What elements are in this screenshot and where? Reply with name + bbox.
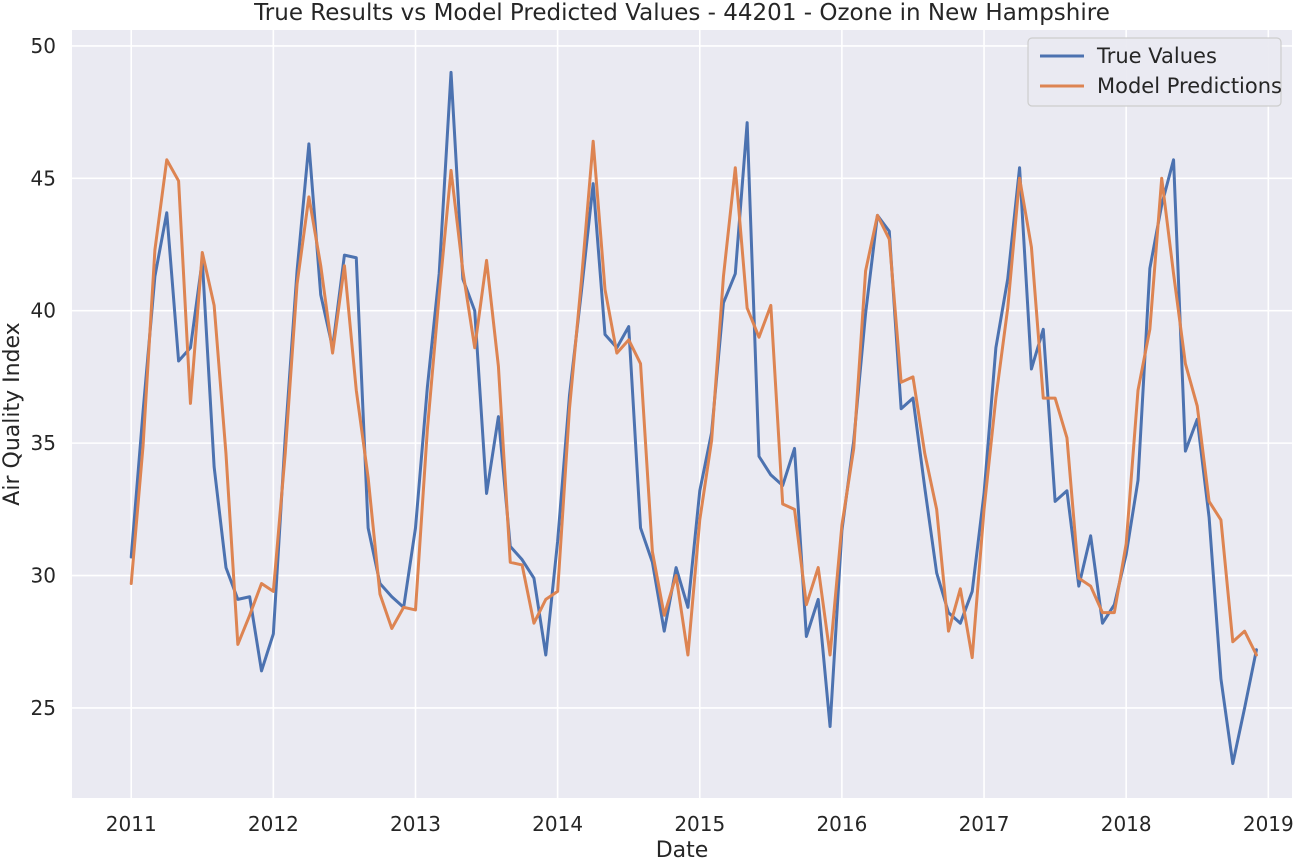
x-axis-label: Date xyxy=(656,838,709,863)
y-tick-label: 30 xyxy=(31,564,56,588)
x-tick-label: 2018 xyxy=(1101,812,1152,836)
y-tick-label: 45 xyxy=(31,166,56,190)
plot-background xyxy=(72,30,1292,798)
x-tick-label: 2011 xyxy=(106,812,157,836)
legend: True Values Model Predictions xyxy=(1027,37,1282,107)
x-tick-label: 2012 xyxy=(248,812,299,836)
x-tick-label: 2017 xyxy=(959,812,1010,836)
series-lines xyxy=(129,70,1258,766)
y-tick-label: 40 xyxy=(31,299,56,323)
x-tick-label: 2013 xyxy=(390,812,441,836)
legend-box xyxy=(1027,37,1282,107)
chart-title: True Results vs Model Predicted Values -… xyxy=(253,0,1110,26)
y-tick-label: 25 xyxy=(31,696,56,720)
x-tick-label: 2014 xyxy=(532,812,583,836)
legend-label-model-predictions: Model Predictions xyxy=(1097,74,1282,98)
y-axis-label: Air Quality Index xyxy=(0,322,25,505)
legend-label-true-values: True Values xyxy=(1096,44,1217,68)
series-line-model-predictions xyxy=(129,139,1258,660)
x-tick-label: 2019 xyxy=(1243,812,1294,836)
y-tick-label: 50 xyxy=(31,34,56,58)
x-tick-label: 2015 xyxy=(674,812,725,836)
series-line-true-values xyxy=(129,70,1258,766)
x-tick-label: 2016 xyxy=(816,812,867,836)
tick-labels: 2011 2012 2013 2014 2015 2016 2017 2018 2019 25 30… xyxy=(31,34,1294,836)
y-tick-label: 35 xyxy=(31,431,56,455)
